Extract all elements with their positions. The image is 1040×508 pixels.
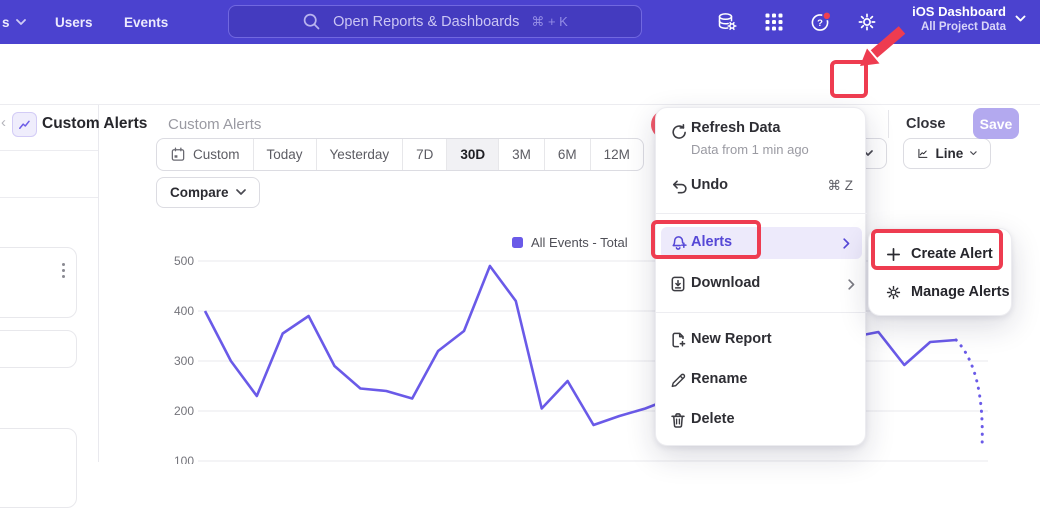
menu-item-rename[interactable]: Rename [656,364,867,396]
range-30d-selected[interactable]: 30D [446,139,499,170]
sidebar-card[interactable] [0,247,77,318]
chart-legend[interactable]: All Events - Total [512,235,628,250]
refresh-data-subtext: Data from 1 min ago [691,142,809,157]
nav-item-partial[interactable]: s [2,0,26,44]
settings-icon[interactable] [856,11,878,33]
chevron-down-icon [235,189,246,195]
header-divider [888,110,889,138]
chevron-down-icon [15,18,26,25]
svg-text:300: 300 [174,354,194,368]
rename-icon [671,373,686,388]
compare-button[interactable]: Compare [156,177,260,208]
range-today[interactable]: Today [252,139,316,170]
line-chart-icon [918,148,928,158]
svg-text:100: 100 [174,454,194,464]
calendar-icon [171,147,185,161]
svg-text:200: 200 [174,404,194,418]
chart-type-button[interactable]: Line [903,138,991,169]
alerts-submenu: Create Alert Manage Alerts [868,228,1012,316]
context-menu: Refresh Data Data from 1 min ago Undo ⌘ … [655,107,867,446]
undo-shortcut: ⌘ Z [827,178,854,193]
kebab-icon[interactable] [61,262,66,279]
date-range-control: Custom Today Yesterday 7D 30D 3M 6M 12M [156,138,644,171]
project-scope: All Project Data [921,21,1006,33]
search-icon [303,13,320,30]
menu-item-alerts[interactable]: Alerts [661,227,862,259]
submenu-item-create-alert[interactable]: Create Alert [869,237,1013,271]
new-report-icon [672,332,686,348]
nav-item-partial-label: s [2,14,10,30]
sidebar-card[interactable] [0,330,77,368]
help-icon[interactable]: ? [810,11,832,33]
menu-divider [656,312,867,313]
svg-text:400: 400 [174,304,194,318]
menu-item-delete[interactable]: Delete [656,404,867,436]
menu-item-download[interactable]: Download [656,269,867,299]
global-search-input[interactable]: Open Reports & Dashboards ⌘ + K [228,5,642,38]
range-7d[interactable]: 7D [402,139,446,170]
report-icon [12,112,37,137]
alert-bell-icon [672,236,687,250]
svg-text:500: 500 [174,254,194,268]
top-nav: s Users Events Open Reports & Dashboards… [0,0,1040,44]
save-button[interactable]: Save [973,108,1019,139]
page-title: Custom Alerts [42,115,148,132]
range-12m[interactable]: 12M [589,139,643,170]
project-switcher[interactable]: iOS Dashboard All Project Data [912,3,1026,34]
breadcrumb: Custom Alerts [168,116,262,133]
report-header: ‹ Custom Alerts Custom Alerts GV Duplica… [0,44,1040,139]
data-icon[interactable] [716,11,738,33]
menu-item-refresh-data[interactable]: Refresh Data Data from 1 min ago [656,118,867,162]
sidebar-divider [0,150,98,151]
svg-text:?: ? [817,18,823,29]
submenu-item-manage-alerts[interactable]: Manage Alerts [869,275,1013,309]
legend-label: All Events - Total [531,235,628,250]
back-icon[interactable]: ‹ [1,114,6,131]
nav-item-events[interactable]: Events [124,14,169,30]
chevron-down-icon [970,151,977,156]
gear-icon [886,285,901,300]
undo-icon [672,180,687,194]
menu-item-undo[interactable]: Undo ⌘ Z [656,171,867,201]
download-icon [671,276,685,292]
range-yesterday[interactable]: Yesterday [315,139,403,170]
project-name: iOS Dashboard [912,4,1006,19]
range-3m[interactable]: 3M [498,139,544,170]
sidebar-card[interactable] [0,428,77,508]
plus-icon [886,247,901,262]
search-shortcut: ⌘ + K [531,13,568,29]
search-placeholder: Open Reports & Dashboards [333,13,520,30]
legend-swatch [512,237,523,248]
chevron-right-icon [843,238,850,249]
delete-icon [671,413,685,428]
chevron-down-icon [1015,15,1026,21]
apps-grid-icon[interactable] [763,11,785,33]
menu-divider [656,213,867,214]
nav-item-users[interactable]: Users [55,14,93,30]
sidebar-divider [0,197,98,198]
range-6m[interactable]: 6M [543,139,590,170]
range-custom[interactable]: Custom [157,139,253,170]
left-sidebar [0,105,99,508]
menu-item-new-report[interactable]: New Report [656,324,867,356]
refresh-icon [672,123,686,139]
chevron-right-icon [848,279,855,290]
close-button[interactable]: Close [906,116,946,132]
